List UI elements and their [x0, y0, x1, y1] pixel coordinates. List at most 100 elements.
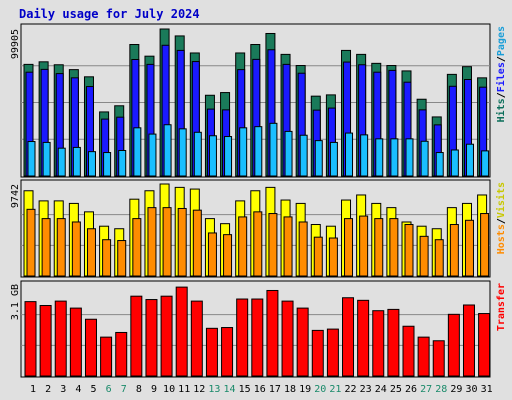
x-tick-label: 24 — [375, 384, 387, 395]
hosts-bar — [102, 239, 112, 277]
series-label: Pages — [496, 26, 507, 56]
hosts-bar — [192, 209, 202, 277]
transfer-bar — [160, 295, 173, 377]
transfer-bar — [372, 310, 385, 377]
pages-bar — [42, 141, 51, 177]
pages-bar — [435, 152, 444, 177]
pages-bar — [27, 141, 36, 177]
pages-bar — [481, 150, 490, 177]
x-tick-label: 29 — [450, 384, 462, 395]
chart-title: Daily usage for July 2024 — [19, 7, 200, 21]
pages-bar — [208, 135, 217, 177]
hosts-bar — [117, 240, 127, 277]
pages-bar — [299, 134, 308, 177]
transfer-bar — [266, 289, 279, 377]
transfer-bar — [130, 295, 143, 377]
transfer-bar — [24, 301, 37, 377]
pages-bar — [269, 122, 278, 177]
transfer-bar — [84, 318, 97, 377]
pages-bar — [405, 138, 414, 177]
x-tick-label: 22 — [344, 384, 356, 395]
pages-bar — [345, 132, 354, 177]
pages-bar — [375, 138, 384, 177]
hosts-bar — [374, 218, 384, 277]
hosts-bar — [480, 213, 490, 277]
pages-bar — [163, 124, 172, 177]
hosts-bar — [449, 224, 459, 277]
transfer-bar — [432, 340, 445, 377]
hosts-bar — [419, 235, 429, 277]
pages-bar — [465, 143, 474, 177]
x-tick-label: 31 — [481, 384, 493, 395]
hosts-bar — [177, 207, 187, 277]
series-label: Hits — [495, 98, 507, 122]
transfer-bar — [54, 300, 67, 377]
hosts-bar — [359, 215, 369, 277]
hosts-bar — [26, 208, 36, 277]
pages-bar — [314, 140, 323, 177]
hosts-bar — [147, 207, 157, 277]
series-axis-label: Transfer — [496, 283, 507, 331]
series-axis-label: Hits/Files/Pages — [495, 26, 507, 122]
x-tick-label: 12 — [193, 384, 205, 395]
x-tick-label: 10 — [163, 384, 175, 395]
transfer-bar — [402, 325, 415, 377]
hosts-bar — [238, 216, 248, 277]
hosts-bar — [268, 213, 278, 277]
x-tick-label: 9 — [151, 384, 157, 395]
transfer-bar — [342, 297, 355, 377]
hosts-bar — [41, 218, 51, 277]
pages-bar — [193, 131, 202, 177]
hosts-bar — [328, 237, 338, 277]
pages-bar — [103, 152, 112, 177]
hosts-bar — [464, 219, 474, 277]
transfer-bar — [175, 286, 188, 377]
hosts-bar — [298, 221, 308, 277]
hosts-bar — [132, 218, 142, 277]
x-tick-label: 27 — [420, 384, 432, 395]
x-tick-label: 8 — [136, 384, 142, 395]
transfer-bar — [387, 308, 400, 377]
transfer-bar — [357, 299, 370, 377]
x-tick-label: 11 — [178, 384, 190, 395]
transfer-bar — [478, 313, 491, 377]
hosts-bar — [253, 211, 263, 277]
x-tick-label: 5 — [90, 384, 96, 395]
series-label: Transfer — [496, 283, 507, 331]
hosts-bar — [344, 218, 354, 277]
transfer-bar — [39, 305, 52, 377]
hosts-bar — [223, 234, 233, 277]
x-tick-label: 6 — [106, 384, 112, 395]
x-tick-label: 21 — [329, 384, 341, 395]
label-separator: / — [496, 92, 507, 98]
pages-bar — [118, 149, 127, 177]
hosts-bar — [283, 216, 293, 277]
hosts-bar — [71, 221, 81, 277]
transfer-bar — [115, 331, 128, 377]
x-tick-label: 20 — [314, 384, 326, 395]
pages-bar — [87, 151, 96, 177]
transfer-bar — [326, 328, 339, 377]
transfer-bar — [281, 300, 294, 377]
y-max-label: 99905 — [10, 29, 21, 59]
series-label: Visits — [495, 182, 507, 218]
x-tick-label: 18 — [284, 384, 296, 395]
x-tick-label: 25 — [390, 384, 402, 395]
x-tick-label: 13 — [208, 384, 220, 395]
x-tick-label: 19 — [299, 384, 311, 395]
pages-bar — [420, 140, 429, 177]
pages-bar — [329, 141, 338, 177]
transfer-bar — [190, 300, 203, 377]
pages-bar — [390, 138, 399, 177]
hosts-bar — [162, 207, 172, 277]
transfer-bar — [417, 336, 430, 377]
transfer-bar — [296, 307, 309, 377]
label-separator: / — [496, 56, 507, 62]
pages-bar — [239, 127, 248, 177]
transfer-bar — [447, 313, 460, 377]
series-axis-label: Hosts/Visits — [495, 182, 507, 254]
x-tick-label: 2 — [45, 384, 51, 395]
x-tick-label: 3 — [60, 384, 66, 395]
pages-bar — [148, 133, 157, 177]
